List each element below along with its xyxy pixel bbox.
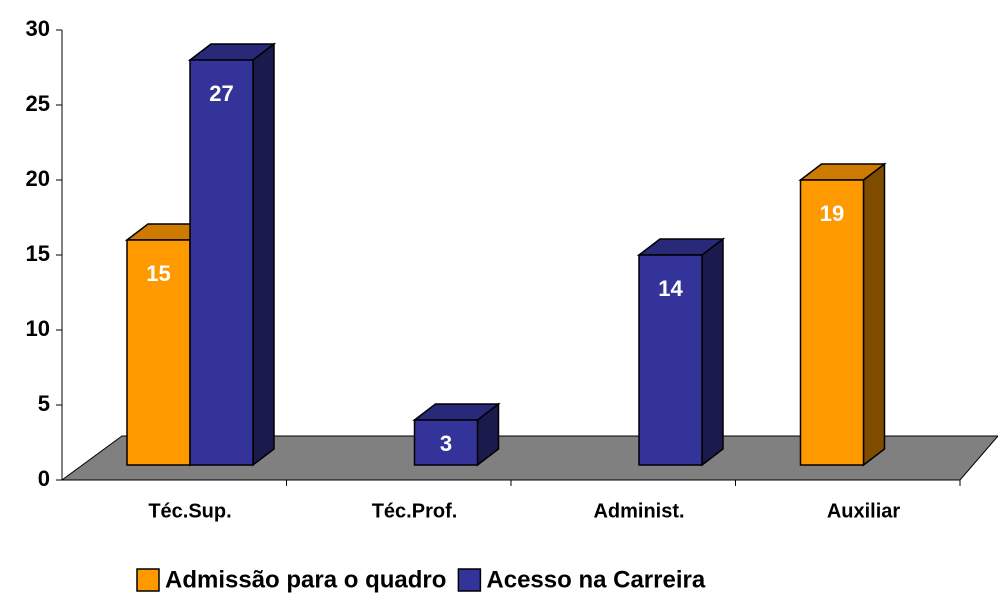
x-tick-label: Téc.Sup. (148, 500, 231, 522)
bar-front (189, 59, 254, 466)
bar-side (862, 162, 886, 467)
legend-swatch (457, 568, 482, 592)
bar (636, 237, 726, 467)
data-label: 19 (820, 201, 844, 226)
data-label: 27 (209, 81, 233, 106)
y-tick-label: 20 (26, 166, 50, 191)
x-tick-label: Auxiliar (827, 500, 901, 522)
bar (187, 42, 277, 467)
y-tick-label: 10 (26, 316, 50, 341)
bar-side (701, 237, 724, 467)
legend-label: Admissão para o quadro (165, 566, 446, 593)
data-label: 3 (440, 431, 452, 456)
x-tick-label: Téc.Prof. (372, 500, 458, 522)
bar-front (638, 254, 703, 466)
data-label: 15 (146, 261, 170, 286)
bar (412, 402, 501, 467)
y-tick-label: 30 (26, 16, 50, 41)
bar-side (252, 42, 275, 467)
bar-front (413, 419, 479, 466)
data-label: 14 (658, 276, 683, 301)
y-tick-label: 15 (26, 241, 50, 266)
bar (798, 162, 887, 467)
legend-label: Acesso na Carreira (486, 566, 705, 593)
y-tick-label: 5 (38, 391, 50, 416)
y-tick-label: 25 (26, 91, 50, 116)
y-tick-label: 0 (38, 466, 50, 491)
bar-front (799, 179, 865, 466)
x-tick-label: Administ. (593, 500, 684, 522)
legend-swatch (136, 568, 160, 592)
